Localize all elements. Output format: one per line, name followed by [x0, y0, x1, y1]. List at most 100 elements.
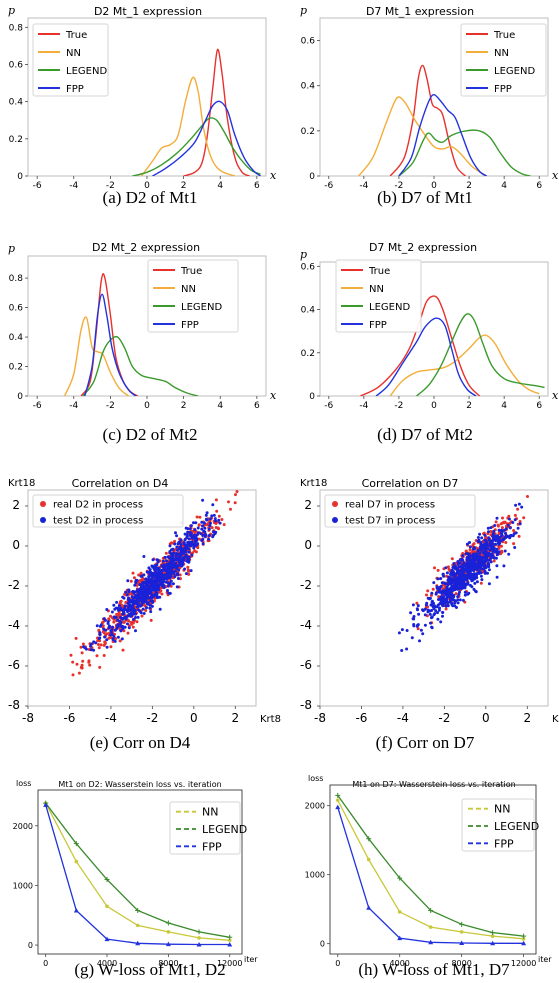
- x-tick-label: 12000: [217, 959, 242, 968]
- scatter-point: [169, 553, 173, 556]
- scatter-point: [96, 639, 100, 643]
- scatter-point: [463, 590, 467, 594]
- scatter-point: [175, 534, 179, 538]
- data-point: [335, 804, 341, 810]
- scatter-point: [165, 562, 169, 566]
- scatter-point: [184, 550, 188, 554]
- scatter-point: [186, 565, 190, 569]
- panel-caption: (g) W-loss of Mt1, D2: [74, 960, 225, 979]
- scatter-point: [127, 619, 130, 623]
- scatter-point: [163, 565, 167, 569]
- series-line-nn: [140, 76, 236, 176]
- scatter-point: [418, 639, 421, 643]
- scatter-point: [147, 579, 151, 583]
- scatter-point: [513, 513, 517, 517]
- x-tick-label: -2: [106, 401, 115, 411]
- scatter-point: [142, 592, 146, 596]
- y-tick-label: 2: [304, 498, 312, 512]
- scatter-point: [455, 606, 458, 609]
- legend-label: LEGEND: [494, 820, 539, 833]
- data-point: [105, 904, 109, 909]
- scatter-point: [478, 532, 482, 536]
- scatter-point: [502, 528, 506, 532]
- scatter-point: [152, 581, 156, 585]
- plot-frame: [27, 489, 257, 707]
- scatter-point: [470, 559, 474, 563]
- scatter-point: [499, 522, 503, 526]
- scatter-point: [147, 566, 151, 570]
- scatter-point: [511, 521, 515, 524]
- legend-label: FPP: [494, 837, 514, 850]
- x-tick-label: 2: [466, 401, 472, 411]
- chart-f: Correlation on D7 -8 -6 -4 -2 0 2 -8 -6 -4 -2 0 2 Krt…: [300, 477, 559, 752]
- scatter-point: [507, 552, 511, 556]
- scatter-point: [127, 599, 131, 603]
- scatter-point: [127, 626, 131, 630]
- scatter-point: [441, 610, 445, 614]
- scatter-point: [131, 606, 135, 610]
- scatter-point: [207, 537, 210, 541]
- scatter-point: [130, 622, 134, 626]
- x-tick-label: 0: [431, 401, 437, 411]
- scatter-point: [153, 586, 157, 589]
- scatter-point: [461, 584, 465, 588]
- scatter-point: [121, 617, 125, 621]
- y-tick-label: 2000: [305, 802, 325, 811]
- x-tick-label: -2: [146, 711, 158, 725]
- scatter-point: [495, 564, 499, 568]
- scatter-point: [409, 611, 413, 615]
- scatter-point: [184, 526, 188, 530]
- scatter-point: [456, 566, 460, 570]
- legend: True NN LEGEND FPP: [335, 259, 422, 333]
- x-tick-label: 4: [501, 181, 507, 191]
- scatter-point: [151, 558, 155, 562]
- scatter-point: [493, 524, 497, 527]
- scatter-point: [163, 555, 167, 559]
- y-tick-label: -2: [300, 578, 312, 592]
- scatter-point: [171, 582, 175, 586]
- scatter-point: [137, 593, 141, 597]
- scatter-point: [412, 624, 416, 628]
- scatter-point: [179, 543, 183, 546]
- panel-caption: (f) Corr on D7: [376, 733, 475, 752]
- chart-title: Mt1 on D2: Wasserstein loss vs. iteratio…: [58, 780, 221, 789]
- scatter-point: [507, 517, 511, 521]
- scatter-point: [121, 595, 125, 599]
- scatter-point: [430, 600, 434, 604]
- scatter-point: [178, 573, 182, 577]
- scatter-point: [158, 577, 162, 581]
- y-tick-label: 0: [304, 538, 312, 552]
- scatter-point: [197, 537, 201, 541]
- scatter-point: [150, 599, 154, 603]
- scatter-point: [81, 659, 85, 663]
- legend-label: NN: [494, 48, 509, 59]
- scatter-point: [127, 588, 131, 592]
- x-tick-label: 2: [523, 711, 531, 725]
- scatter-point: [482, 546, 486, 550]
- scatter-point: [446, 579, 450, 582]
- scatter-point: [154, 590, 158, 594]
- scatter-point: [405, 647, 409, 651]
- data-point: [227, 934, 233, 940]
- scatter-point: [103, 635, 107, 639]
- scatter-point: [187, 572, 191, 576]
- chart-e: Correlation on D4 -8 -6 -4 -2 0 2 -8 -6 -4 -2 0 2 Krt…: [8, 477, 281, 752]
- scatter-point: [119, 599, 123, 603]
- scatter-point: [211, 503, 215, 507]
- chart-title: D7 Mt_1 expression: [366, 5, 474, 18]
- panel-caption: (b) D7 of Mt1: [377, 188, 473, 207]
- data-point: [196, 929, 202, 935]
- data-point: [335, 798, 340, 802]
- scatter-point: [200, 527, 204, 531]
- scatter-point: [197, 523, 201, 527]
- scatter-point: [69, 653, 73, 657]
- y-tick-label: 0: [309, 172, 315, 182]
- scatter-point: [502, 564, 506, 568]
- series-line-legend: [82, 335, 199, 396]
- legend-label: test D7 in process: [345, 516, 435, 527]
- scatter-point: [157, 567, 161, 570]
- y-tick-label: -8: [300, 698, 312, 712]
- scatter-point: [448, 576, 452, 580]
- scatter-point: [189, 524, 193, 528]
- scatter-point: [184, 555, 187, 559]
